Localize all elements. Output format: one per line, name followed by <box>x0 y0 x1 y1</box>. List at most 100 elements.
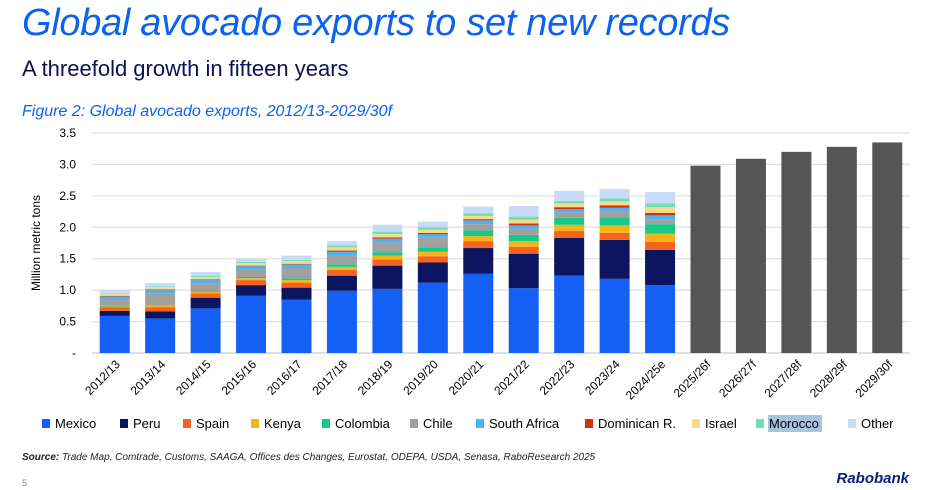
bar-segment <box>326 247 357 251</box>
bar-segment <box>236 276 267 279</box>
bar-segment <box>281 299 312 353</box>
page-number: 5 <box>22 478 28 488</box>
bar-segment <box>190 283 221 292</box>
bar-segment <box>417 262 448 283</box>
bar-segment <box>554 212 585 218</box>
x-tick-label: 2026/27f <box>716 357 759 400</box>
bar-segment <box>190 292 221 294</box>
legend-label: Kenya <box>264 416 302 431</box>
bar-segment <box>145 305 176 308</box>
y-tick-label: - <box>72 346 76 360</box>
source-note: Source: Trade Map, Comtrade, Customs, SA… <box>22 452 595 463</box>
bar-segment <box>326 264 357 267</box>
legend-label: Colombia <box>335 416 391 431</box>
bar-segment <box>281 261 312 264</box>
bar-segment <box>190 297 221 309</box>
bar-segment <box>281 282 312 288</box>
bar-segment <box>508 253 539 289</box>
bar-segment <box>463 241 494 249</box>
bar-segment <box>554 190 585 201</box>
bar-segment <box>236 258 267 262</box>
bar-segment <box>236 263 267 266</box>
bar-segment <box>281 280 312 283</box>
x-tick-label: 2012/13 <box>82 357 123 398</box>
legend-label: Other <box>861 416 894 431</box>
x-tick-label: 2021/22 <box>491 357 532 398</box>
bar-segment <box>508 216 539 220</box>
legend-label: Dominican R. <box>598 416 676 431</box>
bar-segment <box>326 245 357 248</box>
bar-segment <box>99 293 130 296</box>
bar-segment <box>326 266 357 271</box>
legend-swatch <box>42 419 50 428</box>
bar-segment <box>281 278 312 281</box>
bar-segment <box>554 203 585 208</box>
legend-label: Chile <box>423 416 453 431</box>
bar-segment <box>599 188 630 199</box>
bar-segment <box>508 225 539 229</box>
legend-swatch <box>120 419 128 428</box>
x-tick-label: 2027/28f <box>762 357 805 400</box>
bar-segment <box>735 158 766 353</box>
bar-segment <box>326 270 357 276</box>
x-tick-label: 2017/18 <box>309 357 350 398</box>
bar-segment <box>417 232 448 235</box>
bar-segment <box>554 224 585 232</box>
bar-segment <box>145 305 176 306</box>
bar-segment <box>145 318 176 353</box>
bar-segment <box>281 263 312 265</box>
bar-segment <box>599 207 630 211</box>
legend-swatch <box>848 419 856 428</box>
bar-segment <box>599 232 630 240</box>
legend-swatch <box>322 419 330 428</box>
bar-segment <box>463 236 494 242</box>
bar-segment <box>99 307 130 311</box>
x-tick-label: 2025/26f <box>671 357 714 400</box>
bar-segment <box>645 215 676 220</box>
bar-segment <box>99 310 130 316</box>
bar-segment <box>645 224 676 234</box>
legend-label: South Africa <box>489 416 560 431</box>
x-tick-label: 2022/23 <box>537 357 578 398</box>
bar-segment <box>554 209 585 213</box>
legend-swatch <box>585 419 593 428</box>
x-tick-label: 2014/15 <box>173 357 214 398</box>
bar-segment <box>372 265 403 289</box>
bar-segment <box>281 287 312 300</box>
bar-segment <box>372 238 403 243</box>
legend-highlight <box>768 415 822 432</box>
x-tick-label: 2020/21 <box>446 357 487 398</box>
bar-segment <box>190 308 221 353</box>
bar-segment <box>508 219 539 224</box>
y-axis-label: Million metric tons <box>29 195 43 291</box>
bar-segment <box>190 280 221 284</box>
y-tick-label: 3.0 <box>59 157 76 171</box>
bar-segment <box>599 278 630 353</box>
legend-swatch <box>756 419 764 428</box>
bar-segment <box>145 293 176 306</box>
bar-segment <box>417 237 448 248</box>
bar-segment <box>99 295 130 297</box>
bar-segment <box>372 252 403 256</box>
bar-segment <box>326 241 357 246</box>
y-tick-label: 0.5 <box>59 315 76 329</box>
bar-segment <box>145 290 176 294</box>
bar-segment <box>236 285 267 296</box>
bar-segment <box>781 151 812 353</box>
bar-segment <box>326 251 357 255</box>
bar-segment <box>190 279 221 281</box>
bar-segment <box>508 234 539 242</box>
page-title: Global avocado exports to set new record… <box>22 2 730 44</box>
bar-segment <box>645 285 676 353</box>
bar-segment <box>372 259 403 266</box>
bar-segment <box>508 288 539 353</box>
y-tick-label: 3.5 <box>59 126 76 140</box>
bar-segment <box>372 234 403 238</box>
bar-segment <box>599 198 630 202</box>
bar-segment <box>190 291 221 293</box>
bar-segment <box>236 265 267 267</box>
bar-segment <box>554 200 585 204</box>
bar-segment <box>417 234 448 238</box>
bar-segment <box>645 249 676 286</box>
bar-segment <box>554 217 585 225</box>
